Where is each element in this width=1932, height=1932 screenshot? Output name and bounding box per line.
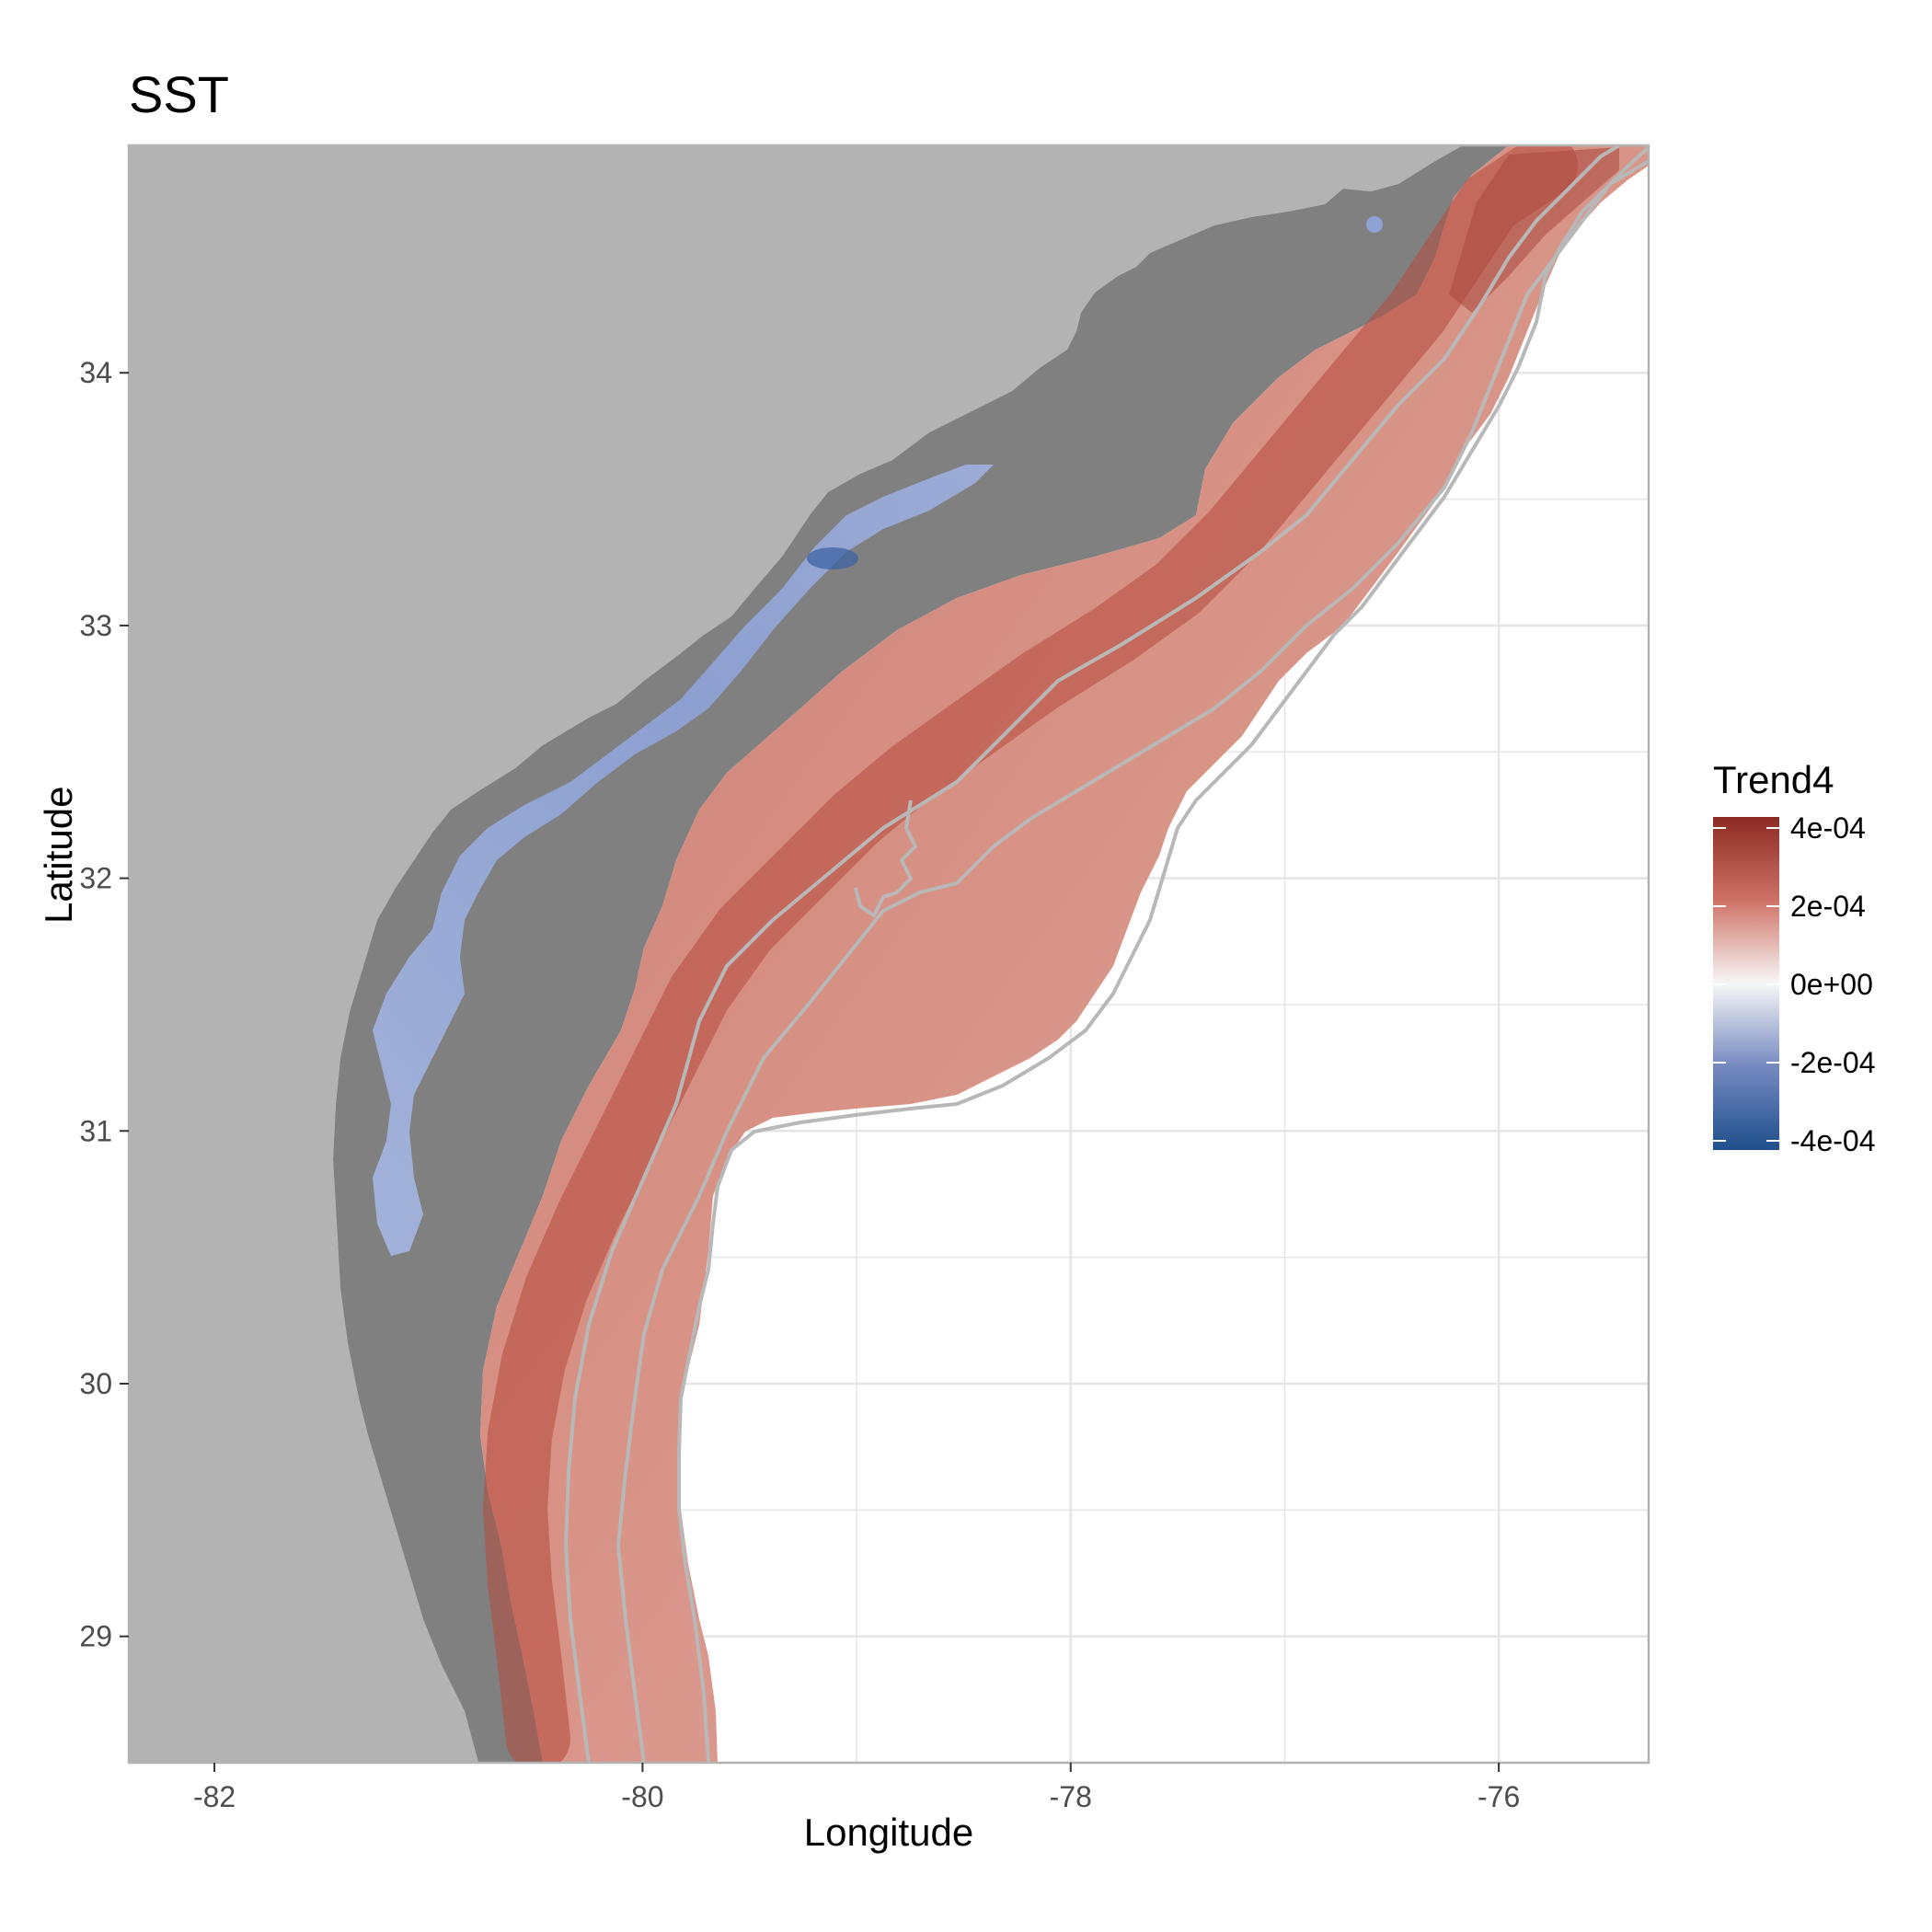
shelf-edge-warming-band — [483, 145, 1578, 1763]
legend-label: -4e-04 — [1790, 1124, 1876, 1157]
bathymetry-shoal-contour — [854, 799, 917, 917]
y-axis-label: Latitude — [37, 786, 80, 924]
y-axis: 29 30 31 32 33 34 — [79, 356, 129, 1653]
y-tick-label: 33 — [79, 609, 112, 642]
x-axis-label: Longitude — [803, 1811, 974, 1854]
bathymetry-contour-middle — [616, 145, 1649, 1763]
positive-trend-shelf-region — [480, 145, 1649, 1763]
map-panel — [129, 145, 1649, 1763]
x-tick-label: -78 — [1050, 1780, 1092, 1813]
legend-label: 4e-04 — [1790, 811, 1866, 845]
x-axis: -82 -80 -78 -76 — [193, 1763, 1520, 1813]
x-tick-label: -76 — [1478, 1780, 1520, 1813]
negative-trend-nearshore-band — [373, 465, 994, 1256]
legend-label: 2e-04 — [1790, 890, 1866, 923]
bathymetry-contours — [564, 145, 1649, 1763]
legend: Trend4 4e-04 2e-04 0e+00 -2e-04 -4e-04 — [1713, 758, 1876, 1157]
x-tick-label: -80 — [621, 1780, 663, 1813]
bathymetry-contour-outer — [677, 159, 1649, 1763]
y-tick-label: 30 — [79, 1367, 112, 1400]
legend-ticks: 4e-04 2e-04 0e+00 -2e-04 -4e-04 — [1713, 811, 1876, 1157]
y-tick-label: 32 — [79, 862, 112, 895]
chart-title: SST — [129, 65, 229, 123]
bathymetry-contour-inner — [564, 145, 1621, 1763]
land-area — [129, 145, 1463, 1763]
legend-title: Trend4 — [1713, 758, 1834, 801]
x-tick-label: -82 — [193, 1780, 236, 1813]
strong-negative-spot — [807, 547, 858, 569]
y-tick-label: 29 — [79, 1620, 112, 1653]
isolated-negative-point — [1366, 216, 1383, 233]
legend-label: -2e-04 — [1790, 1046, 1876, 1079]
panel-border — [127, 144, 1650, 1765]
northern-warming-core — [1449, 147, 1619, 313]
y-tick-label: 34 — [79, 356, 112, 389]
y-tick-label: 31 — [79, 1114, 112, 1147]
legend-label: 0e+00 — [1790, 968, 1873, 1001]
